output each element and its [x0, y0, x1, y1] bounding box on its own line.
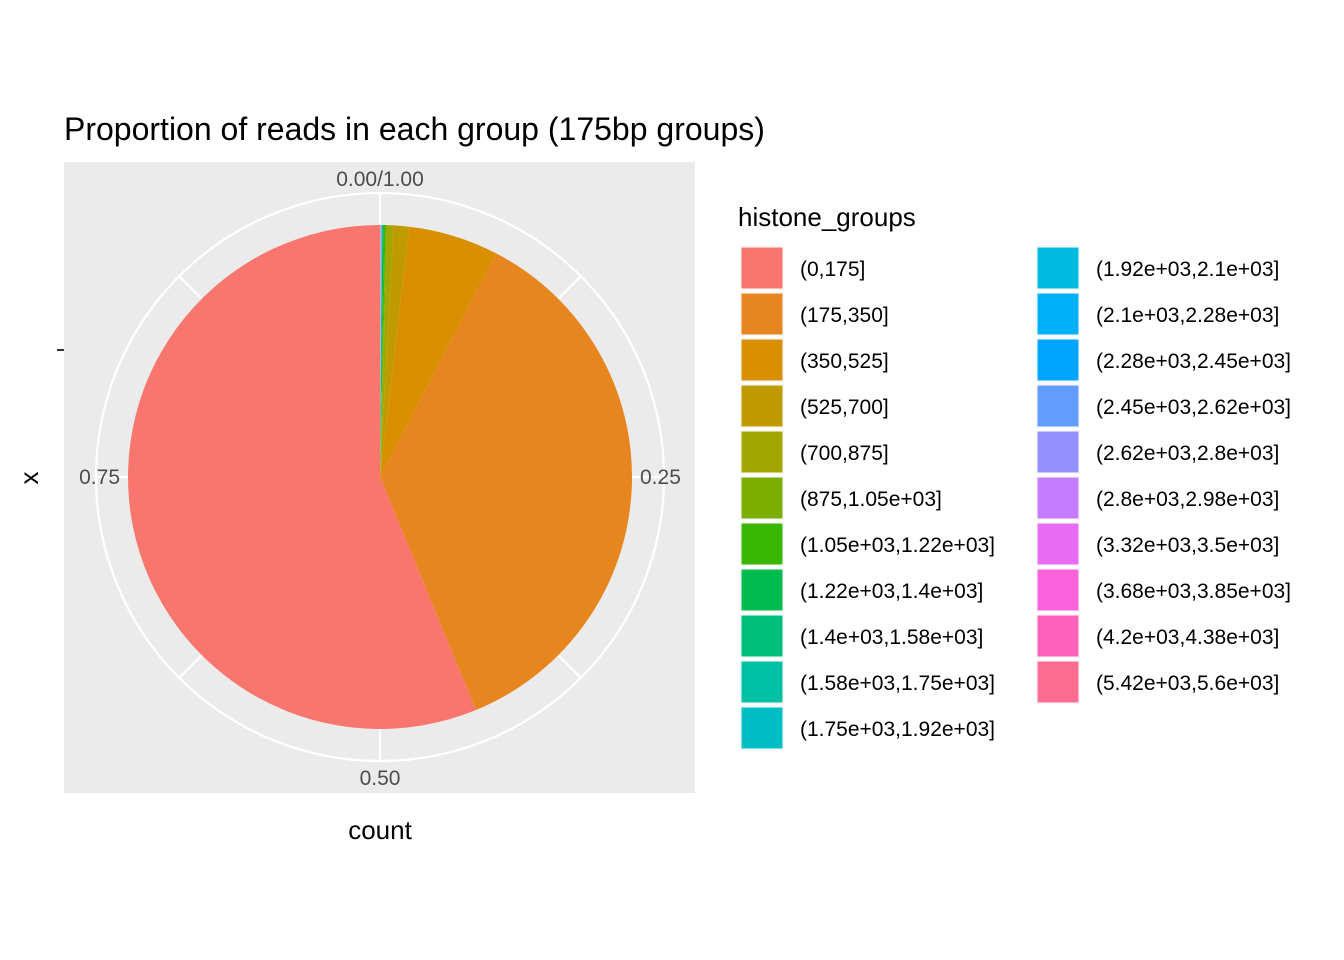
legend-swatch	[740, 476, 784, 520]
theta-tick-label: 0.50	[360, 767, 401, 790]
legend-label: (3.68e+03,3.85e+03]	[1096, 580, 1291, 603]
legend-swatch	[1036, 338, 1080, 382]
pie-slice	[380, 225, 410, 477]
legend-label: (1.75e+03,1.92e+03]	[800, 718, 995, 741]
legend-title: histone_groups	[738, 202, 916, 232]
legend-swatch	[740, 522, 784, 566]
legend-label: (5.42e+03,5.6e+03]	[1096, 672, 1279, 695]
legend-label: (700,875]	[800, 442, 889, 465]
theta-ticks: 0.00/1.00 0.25 0.50 0.75	[79, 168, 681, 790]
pie-slice	[380, 225, 383, 477]
legend-label: (525,700]	[800, 396, 889, 419]
legend-swatch	[1036, 384, 1080, 428]
pie-slice	[380, 225, 386, 477]
pie-slice	[380, 253, 632, 711]
legend-swatch	[740, 384, 784, 428]
pie-slice	[380, 225, 382, 477]
pie-slice	[128, 225, 476, 729]
x-axis-title: count	[348, 815, 412, 845]
legend-swatch	[1036, 568, 1080, 612]
legend-swatch	[1036, 476, 1080, 520]
pie-slice	[380, 225, 394, 477]
pie-slice	[380, 225, 381, 477]
legend-label: (2.62e+03,2.8e+03]	[1096, 442, 1279, 465]
legend-label: (1.4e+03,1.58e+03]	[800, 626, 983, 649]
pie-slices	[128, 225, 632, 729]
pie-slice	[380, 225, 381, 477]
pie-slice	[380, 225, 388, 477]
y-axis-title: x	[14, 472, 44, 485]
legend-label: (175,350]	[800, 304, 889, 327]
legend: (0,175] (175,350] (350,525] (525,700] (700,8…	[740, 246, 1291, 750]
pie-slice	[380, 225, 382, 477]
legend-swatch	[740, 246, 784, 290]
legend-swatch	[1036, 292, 1080, 336]
legend-swatch	[1036, 430, 1080, 474]
legend-swatch	[1036, 660, 1080, 704]
chart-title: Proportion of reads in each group (175bp…	[64, 111, 765, 147]
legend-label: (4.2e+03,4.38e+03]	[1096, 626, 1279, 649]
pie-slice	[380, 225, 383, 477]
legend-label: (3.32e+03,3.5e+03]	[1096, 534, 1279, 557]
legend-swatch	[740, 568, 784, 612]
legend-label: (2.28e+03,2.45e+03]	[1096, 350, 1291, 373]
legend-swatch	[740, 292, 784, 336]
legend-label: (1.05e+03,1.22e+03]	[800, 534, 995, 557]
pie-slice	[380, 226, 497, 477]
legend-swatch	[740, 660, 784, 704]
legend-swatch	[1036, 246, 1080, 290]
legend-swatch	[1036, 614, 1080, 658]
legend-swatch	[740, 706, 784, 750]
legend-label: (875,1.05e+03]	[800, 488, 942, 511]
legend-label: (2.45e+03,2.62e+03]	[1096, 396, 1291, 419]
theta-tick-label: 0.00/1.00	[336, 168, 424, 191]
theta-tick-label: 0.75	[79, 466, 120, 489]
pie-slice	[380, 225, 382, 477]
legend-swatch	[740, 614, 784, 658]
legend-label: (350,525]	[800, 350, 889, 373]
legend-label: (2.8e+03,2.98e+03]	[1096, 488, 1279, 511]
legend-label: (0,175]	[800, 258, 865, 281]
legend-label: (1.22e+03,1.4e+03]	[800, 580, 983, 603]
legend-swatch	[740, 338, 784, 382]
legend-label: (1.92e+03,2.1e+03]	[1096, 258, 1279, 281]
legend-label: (2.1e+03,2.28e+03]	[1096, 304, 1279, 327]
pie-slice	[380, 225, 384, 477]
legend-label: (1.58e+03,1.75e+03]	[800, 672, 995, 695]
theta-tick-label: 0.25	[640, 466, 681, 489]
pie-slice	[380, 225, 381, 477]
legend-swatch	[740, 430, 784, 474]
pie-slice	[380, 225, 382, 477]
legend-swatch	[1036, 522, 1080, 566]
pie-slice	[380, 225, 382, 477]
